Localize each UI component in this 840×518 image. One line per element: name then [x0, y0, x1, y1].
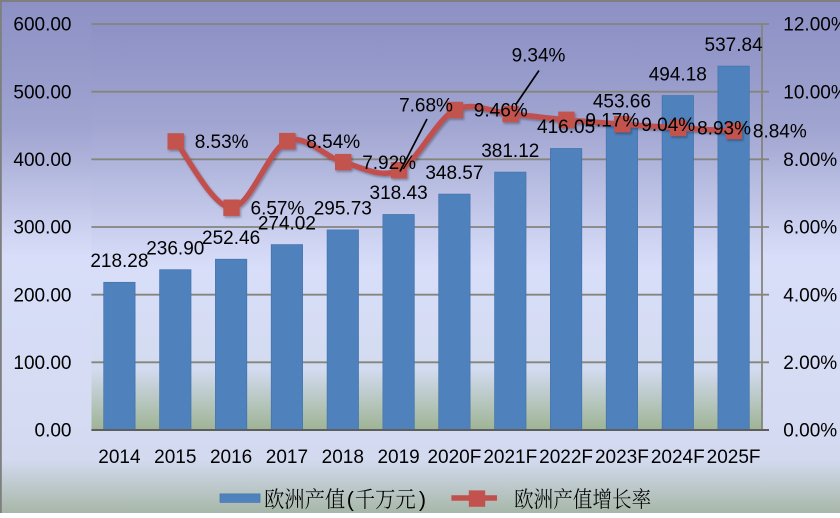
svg-text:2021F: 2021F: [483, 447, 537, 468]
svg-text:2014: 2014: [98, 447, 141, 468]
svg-text:252.46: 252.46: [202, 228, 260, 249]
svg-text:500.00: 500.00: [13, 82, 71, 103]
svg-text:218.28: 218.28: [90, 251, 148, 272]
svg-text:10.00%: 10.00%: [783, 82, 840, 103]
svg-text:12.00%: 12.00%: [783, 15, 840, 36]
svg-text:295.73: 295.73: [314, 199, 372, 220]
svg-text:400.00: 400.00: [13, 150, 71, 171]
svg-text:8.84%: 8.84%: [753, 122, 807, 143]
svg-text:2019: 2019: [377, 447, 419, 468]
svg-text:200.00: 200.00: [13, 285, 71, 306]
svg-text:2020F: 2020F: [427, 447, 481, 468]
svg-text:453.66: 453.66: [593, 92, 651, 113]
svg-text:9.34%: 9.34%: [512, 46, 566, 67]
svg-text:2023F: 2023F: [595, 447, 649, 468]
svg-text:348.57: 348.57: [425, 163, 483, 184]
svg-text:318.43: 318.43: [370, 183, 428, 204]
svg-text:537.84: 537.84: [705, 35, 764, 56]
svg-text:4.00%: 4.00%: [783, 285, 837, 306]
svg-text:2016: 2016: [210, 447, 252, 468]
svg-text:300.00: 300.00: [13, 218, 71, 239]
svg-text:9.17%: 9.17%: [585, 111, 639, 132]
svg-text:6.00%: 6.00%: [783, 218, 837, 239]
svg-text:(: (: [347, 488, 355, 512]
svg-text:2022F: 2022F: [539, 447, 593, 468]
svg-text:494.18: 494.18: [649, 64, 707, 85]
svg-text:6.57%: 6.57%: [251, 198, 305, 219]
svg-text:0.00%: 0.00%: [783, 421, 837, 442]
svg-text:416.05: 416.05: [537, 117, 595, 138]
svg-text:0.00: 0.00: [35, 421, 72, 442]
svg-text:7.68%: 7.68%: [399, 95, 453, 116]
svg-text:100.00: 100.00: [13, 353, 71, 374]
svg-text:2024F: 2024F: [651, 447, 705, 468]
svg-text:2015: 2015: [154, 447, 196, 468]
svg-text:): ): [419, 488, 426, 512]
svg-text:8.00%: 8.00%: [783, 150, 837, 171]
svg-text:9.46%: 9.46%: [474, 101, 528, 122]
svg-text:9.04%: 9.04%: [641, 115, 695, 136]
svg-text:8.93%: 8.93%: [697, 119, 751, 140]
svg-text:2.00%: 2.00%: [783, 353, 837, 374]
svg-text:2025F: 2025F: [707, 447, 761, 468]
svg-text:2018: 2018: [322, 447, 364, 468]
svg-text:600.00: 600.00: [13, 15, 71, 36]
svg-text:2017: 2017: [266, 447, 308, 468]
svg-text:7.92%: 7.92%: [362, 153, 416, 174]
svg-text:381.12: 381.12: [481, 141, 539, 162]
svg-text:274.02: 274.02: [258, 213, 316, 234]
svg-text:236.90: 236.90: [146, 238, 204, 259]
svg-text:8.53%: 8.53%: [195, 132, 249, 153]
svg-text:8.54%: 8.54%: [306, 132, 360, 153]
